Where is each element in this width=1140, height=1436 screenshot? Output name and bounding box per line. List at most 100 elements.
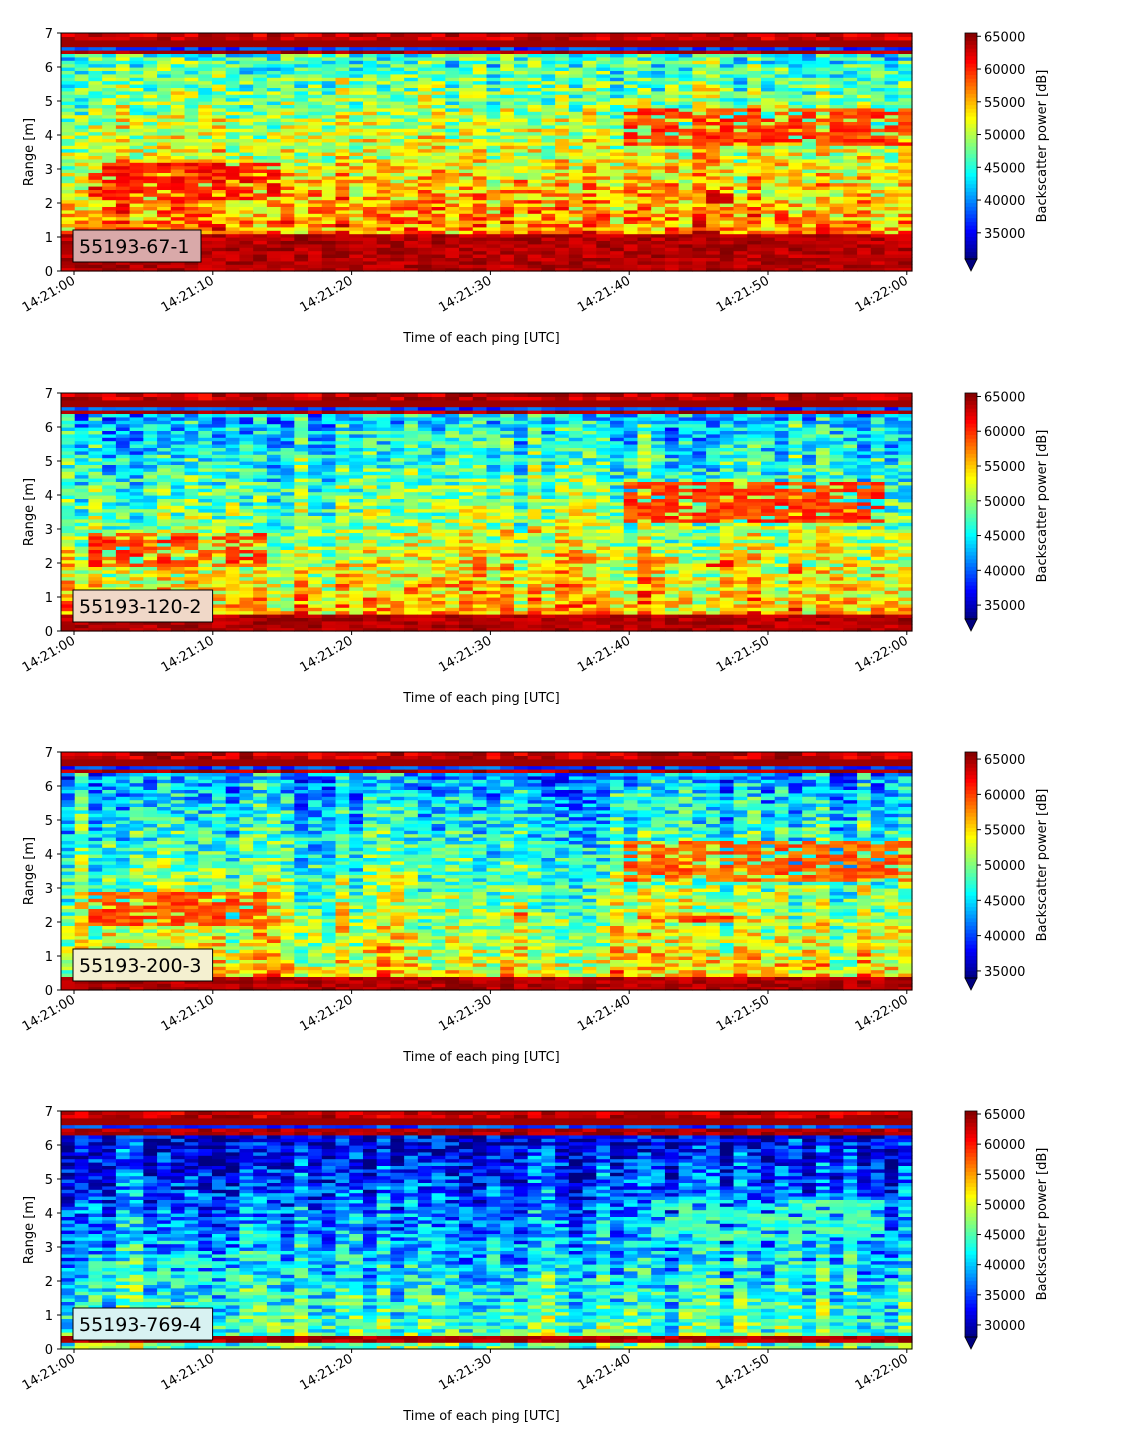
heatmap-cell [226, 244, 240, 248]
heatmap-cell [637, 193, 651, 197]
heatmap-cell [102, 193, 116, 197]
heatmap-cell [404, 183, 418, 187]
heatmap-cell [734, 166, 748, 170]
heatmap-cell [212, 227, 226, 231]
heatmap-cell [857, 142, 871, 146]
heatmap-cell [349, 217, 363, 221]
heatmap-cell [747, 193, 761, 197]
heatmap-cell [624, 217, 638, 221]
heatmap-cell [720, 264, 734, 268]
heatmap-cell [528, 251, 542, 255]
heatmap-cell [541, 244, 555, 248]
heatmap-cell [624, 227, 638, 231]
heatmap-cell [514, 33, 528, 37]
heatmap-cell [555, 149, 569, 153]
heatmap-cell [788, 200, 802, 204]
heatmap-cell [116, 159, 130, 163]
heatmap-cell [116, 142, 130, 146]
heatmap-cell [88, 471, 102, 475]
heatmap-cell [390, 217, 404, 221]
heatmap-cell [445, 234, 459, 238]
heatmap-cell [432, 149, 446, 153]
heatmap-cell [130, 488, 144, 492]
heatmap-cell [857, 149, 871, 153]
heatmap-cell [61, 488, 75, 492]
heatmap-cell [500, 227, 514, 231]
heatmap-cell [102, 132, 116, 136]
heatmap-cell [679, 227, 693, 231]
heatmap-cell [281, 193, 295, 197]
heatmap-cell [294, 217, 308, 221]
heatmap-cell [775, 217, 789, 221]
heatmap-cell [432, 234, 446, 238]
heatmap-cell [555, 176, 569, 180]
heatmap-cell [445, 200, 459, 204]
heatmap-cell [788, 159, 802, 163]
heatmap-cell [898, 210, 912, 214]
heatmap-cell [857, 210, 871, 214]
heatmap-cell [788, 264, 802, 268]
y-tick-label: 1 [45, 231, 53, 246]
heatmap-cell [267, 33, 281, 37]
heatmap-cell [802, 142, 816, 146]
heatmap-cell [363, 33, 377, 37]
heatmap-cell [253, 251, 267, 255]
heatmap-cell [418, 193, 432, 197]
heatmap-cell [404, 166, 418, 170]
heatmap-cell [349, 33, 363, 37]
heatmap-cell [596, 234, 610, 238]
heatmap-cell [706, 176, 720, 180]
heatmap-cell [363, 149, 377, 153]
heatmap-cell [377, 234, 391, 238]
heatmap-cell [363, 142, 377, 146]
heatmap-cell [212, 159, 226, 163]
heatmap-cell [418, 166, 432, 170]
heatmap-cell [500, 132, 514, 136]
heatmap-cell [432, 166, 446, 170]
heatmap-cell [692, 244, 706, 248]
heatmap-cell [322, 217, 336, 221]
heatmap-cell [830, 210, 844, 214]
heatmap-cell [212, 264, 226, 268]
heatmap-cell [445, 251, 459, 255]
heatmap-cell [130, 210, 144, 214]
heatmap-cell [747, 166, 761, 170]
heatmap-cell [583, 193, 597, 197]
heatmap-cell [349, 210, 363, 214]
heatmap-cell [363, 264, 377, 268]
heatmap-cell [418, 132, 432, 136]
heatmap-cell [88, 393, 102, 397]
heatmap-cell [459, 33, 473, 37]
heatmap-cell [363, 234, 377, 238]
heatmap-cell [843, 166, 857, 170]
colorbar-segment [965, 105, 977, 109]
heatmap-cell [802, 159, 816, 163]
heatmap-cell [857, 159, 871, 163]
heatmap-cell [569, 176, 583, 180]
heatmap-cell [720, 234, 734, 238]
heatmap-cell [788, 234, 802, 238]
heatmap-cell [212, 251, 226, 255]
heatmap-cell [637, 33, 651, 37]
heatmap-cell [445, 244, 459, 248]
heatmap-cell [226, 264, 240, 268]
heatmap-cell [692, 210, 706, 214]
heatmap-cell [377, 193, 391, 197]
heatmap-cell [857, 234, 871, 238]
heatmap-cell [171, 33, 185, 37]
heatmap-cell [75, 176, 89, 180]
heatmap-cell [775, 142, 789, 146]
heatmap-cell [336, 159, 350, 163]
heatmap-cell [116, 488, 130, 492]
heatmap-cell [308, 149, 322, 153]
heatmap-cell [239, 210, 253, 214]
heatmap-cell [500, 33, 514, 37]
heatmap-cell [830, 159, 844, 163]
heatmap-cell [390, 166, 404, 170]
heatmap-cell [322, 33, 336, 37]
heatmap-cell [692, 33, 706, 37]
heatmap-cell [665, 33, 679, 37]
heatmap-cell [198, 183, 212, 187]
heatmap-cell [294, 234, 308, 238]
heatmap-cell [88, 437, 102, 441]
